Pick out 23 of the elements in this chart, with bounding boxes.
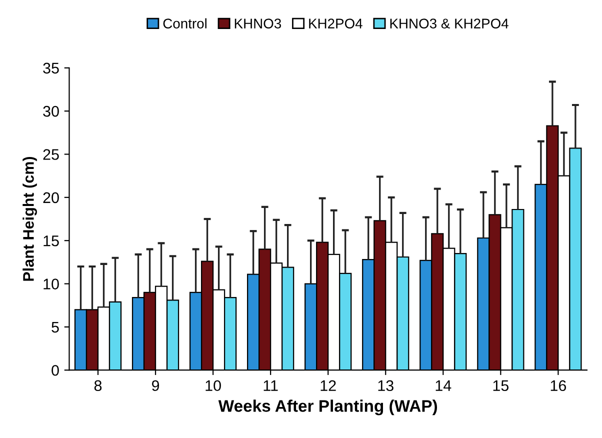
- y-tick-label: 10: [44, 278, 59, 290]
- y-tick-label: 30: [43, 106, 59, 117]
- y-tick-label: 5: [52, 322, 59, 333]
- y-tick-label: 35: [43, 62, 59, 74]
- x-tick-label: 12: [320, 380, 336, 391]
- x-tick-label: 8: [94, 380, 102, 392]
- x-tick-label: 11: [264, 380, 278, 391]
- x-tick-label: 9: [152, 380, 160, 392]
- x-tick-label: 13: [378, 380, 394, 392]
- legend-label: Control: [163, 18, 206, 28]
- legend-label: KH2PO4: [309, 18, 362, 28]
- x-tick-label: 10: [206, 380, 221, 392]
- y-tick-label: 25: [43, 149, 59, 160]
- x-tick-label: 14: [436, 380, 452, 391]
- x-tick-label: 16: [550, 380, 566, 392]
- legend-label: KHNO3: [234, 18, 282, 28]
- x-axis-title: Weeks After Planting (WAP): [218, 400, 438, 416]
- y-tick-label: 20: [43, 192, 59, 204]
- y-axis-title: Plant Height (cm): [22, 156, 37, 281]
- legend-label: KHNO3 & KH2PO4: [390, 18, 508, 28]
- y-tick-label: 0: [52, 364, 59, 376]
- y-tick-label: 15: [44, 236, 59, 246]
- x-tick-label: 15: [493, 380, 509, 392]
